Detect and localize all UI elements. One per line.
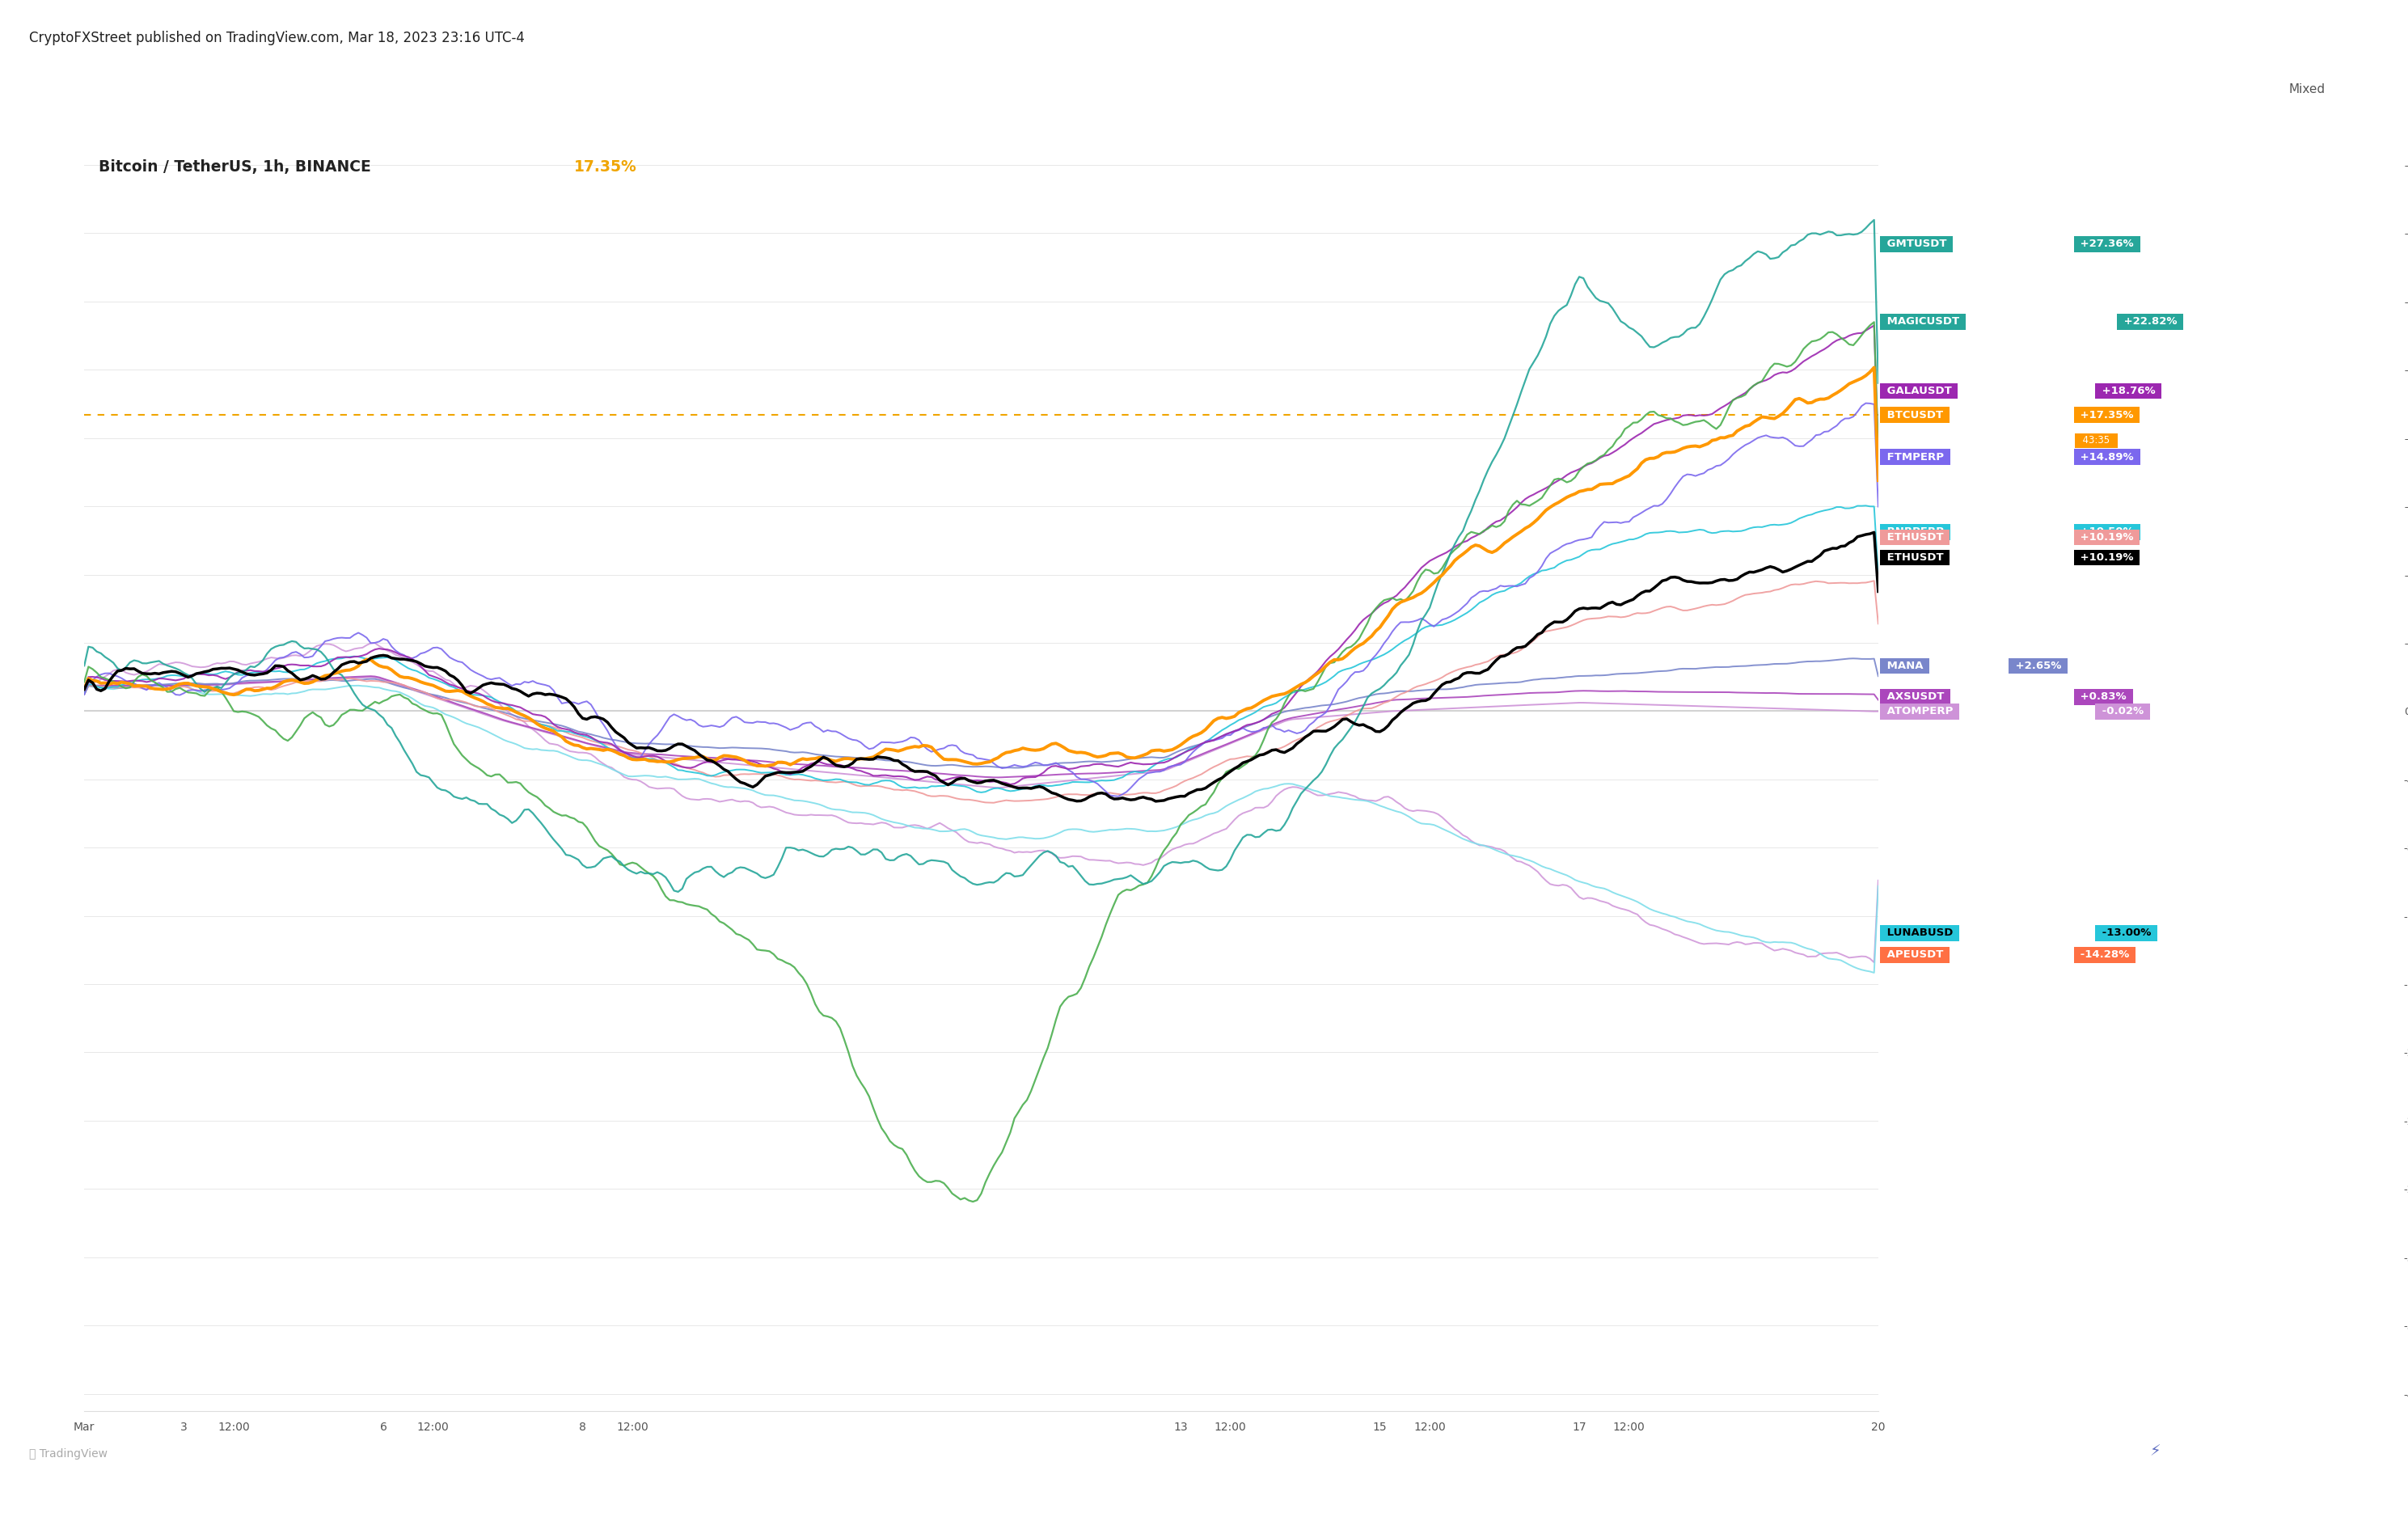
Text: +27.36%: +27.36%	[2076, 238, 2138, 249]
Text: +0.83%: +0.83%	[2076, 692, 2131, 702]
Text: +22.82%: +22.82%	[2119, 317, 2182, 326]
Text: 🖥 TradingView: 🖥 TradingView	[29, 1449, 108, 1459]
Text: ATOMPERP: ATOMPERP	[1883, 707, 1958, 716]
Text: ETHUSDT: ETHUSDT	[1883, 532, 1948, 543]
Text: +10.50%: +10.50%	[2076, 526, 2138, 537]
Text: Mixed: Mixed	[2288, 83, 2326, 96]
Text: -13.00%: -13.00%	[2097, 928, 2155, 938]
Text: 43:35: 43:35	[2076, 435, 2117, 446]
Text: +10.19%: +10.19%	[2076, 532, 2138, 543]
Text: +14.89%: +14.89%	[2076, 452, 2138, 463]
Text: AXSUSDT: AXSUSDT	[1883, 692, 1948, 702]
Text: BNBPERP: BNBPERP	[1883, 526, 1948, 537]
Text: +18.76%: +18.76%	[2097, 385, 2160, 396]
Text: -14.28%: -14.28%	[2076, 950, 2133, 960]
Text: CryptoFXStreet published on TradingView.com, Mar 18, 2023 23:16 UTC-4: CryptoFXStreet published on TradingView.…	[29, 30, 525, 46]
Text: ETHUSDT: ETHUSDT	[1883, 552, 1948, 563]
Text: APEUSDT: APEUSDT	[1883, 950, 1948, 960]
Text: GALAUSDT: GALAUSDT	[1883, 385, 1955, 396]
Text: GMTUSDT: GMTUSDT	[1883, 238, 1950, 249]
Text: MAGICUSDT: MAGICUSDT	[1883, 317, 1963, 326]
Text: +2.65%: +2.65%	[2011, 660, 2066, 671]
Text: 17.35%: 17.35%	[573, 159, 636, 174]
Text: LUNABUSD: LUNABUSD	[1883, 928, 1958, 938]
Text: +17.35%: +17.35%	[2076, 410, 2138, 420]
Text: Bitcoin / TetherUS, 1h, BINANCE: Bitcoin / TetherUS, 1h, BINANCE	[99, 159, 371, 174]
Text: -0.02%: -0.02%	[2097, 707, 2148, 716]
Text: +10.19%: +10.19%	[2076, 552, 2138, 563]
Text: FTMPERP: FTMPERP	[1883, 452, 1948, 463]
Text: BTCUSDT: BTCUSDT	[1883, 410, 1946, 420]
Text: ⚡: ⚡	[2150, 1444, 2160, 1459]
Text: MANA: MANA	[1883, 660, 1926, 671]
